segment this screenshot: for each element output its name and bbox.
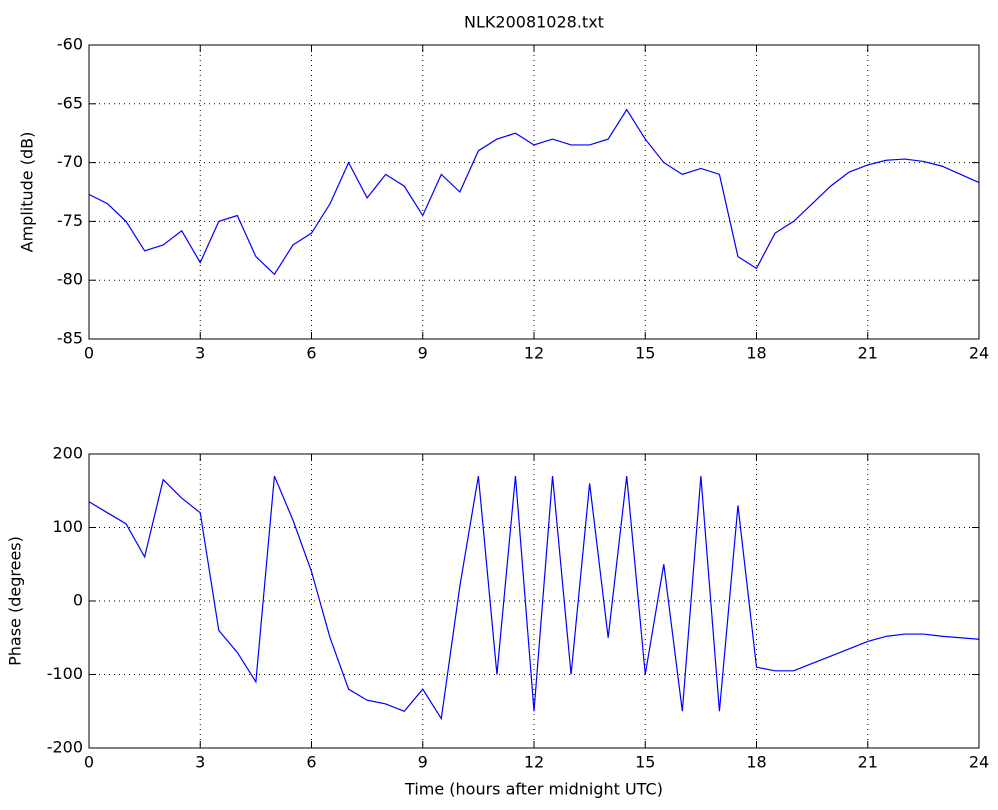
x-tick-label: 6: [306, 344, 316, 363]
y-tick-label: -65: [57, 93, 83, 112]
y-tick-label: -200: [47, 738, 83, 757]
y-tick-label: -85: [57, 329, 83, 348]
x-tick-label: 18: [746, 753, 766, 772]
y-tick-label: -80: [57, 270, 83, 289]
x-tick-label: 3: [195, 753, 205, 772]
y-tick-label: 100: [52, 517, 83, 536]
y-tick-label: 0: [73, 591, 83, 610]
y-axis-label: Amplitude (dB): [18, 132, 37, 253]
x-tick-label: 21: [858, 753, 878, 772]
x-tick-label: 6: [306, 753, 316, 772]
y-tick-label: 200: [52, 444, 83, 463]
y-tick-label: -60: [57, 35, 83, 54]
y-axis-label: Phase (degrees): [6, 536, 25, 666]
axes-frame: [88, 44, 980, 340]
x-tick-label: 9: [418, 344, 428, 363]
x-tick-label: 15: [635, 344, 655, 363]
x-tick-label: 9: [418, 753, 428, 772]
x-tick-label: 12: [524, 344, 544, 363]
x-tick-label: 0: [84, 753, 94, 772]
x-tick-label: 3: [195, 344, 205, 363]
x-tick-label: 15: [635, 753, 655, 772]
y-tick-label: -70: [57, 152, 83, 171]
x-tick-label: 21: [858, 344, 878, 363]
x-tick-label: 24: [969, 753, 989, 772]
x-axis-label: Time (hours after midnight UTC): [404, 780, 663, 799]
x-tick-label: 24: [969, 344, 989, 363]
x-tick-label: 18: [746, 344, 766, 363]
y-tick-label: -75: [57, 211, 83, 230]
plot-area: [89, 45, 979, 339]
chart-title: NLK20081028.txt: [464, 13, 604, 32]
y-tick-label: -100: [47, 664, 83, 683]
x-tick-label: 0: [84, 344, 94, 363]
x-tick-label: 12: [524, 753, 544, 772]
data-line: [88, 108, 980, 276]
axes-frame: [88, 453, 980, 749]
data-line: [88, 475, 980, 721]
